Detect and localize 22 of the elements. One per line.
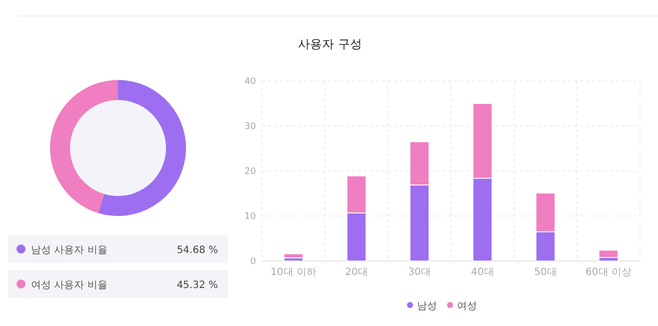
y-tick-label: 30	[244, 122, 256, 132]
legend-label: 남성 사용자 비율	[31, 245, 108, 256]
x-tick-label: 60대 이상	[586, 267, 632, 278]
bar	[598, 250, 618, 258]
data-label: 45.32 %	[176, 280, 218, 291]
x-tick-label: 30대	[408, 267, 431, 278]
donut-slice	[50, 80, 118, 214]
x-tick-label: 10대 이하	[270, 267, 316, 278]
y-tick-label: 20	[244, 167, 256, 177]
y-tick-label: 10	[244, 212, 256, 222]
data-label: 54.68 %	[176, 245, 218, 256]
x-tick-label: 20대	[345, 267, 368, 278]
x-tick-label: 40대	[471, 267, 494, 278]
donut-slice	[98, 80, 186, 216]
chart-title: 사용자 구성	[298, 37, 362, 51]
y-tick-label: 40	[244, 77, 256, 87]
bar	[284, 253, 304, 258]
y-tick-label: 0	[250, 257, 256, 267]
legend-label: 여성	[457, 301, 477, 312]
x-tick-label: 50대	[534, 267, 557, 278]
legend-label: 남성	[417, 301, 437, 312]
legend-label: 여성 사용자 비율	[31, 280, 108, 291]
